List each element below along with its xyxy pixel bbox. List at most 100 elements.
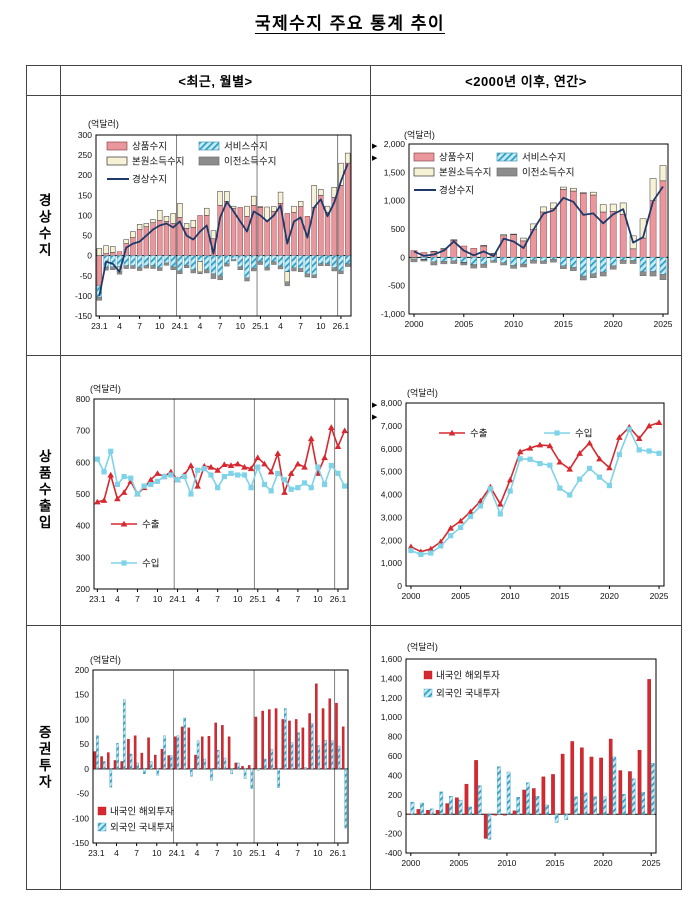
svg-text:2,000: 2,000 bbox=[384, 139, 406, 149]
svg-text:25.1: 25.1 bbox=[252, 321, 269, 331]
svg-text:2010: 2010 bbox=[501, 591, 520, 601]
svg-text:-100: -100 bbox=[75, 291, 92, 301]
plot-frame bbox=[95, 134, 352, 317]
svg-text:경상수지: 경상수지 bbox=[439, 185, 474, 197]
svg-text:2025: 2025 bbox=[650, 591, 669, 601]
svg-text:2020: 2020 bbox=[594, 858, 613, 868]
svg-text:2005: 2005 bbox=[451, 591, 470, 601]
x-axis-labels: 23.1 4 7 10 24.1 4 7 10 25.1 4 7 10 26.1 bbox=[89, 589, 347, 604]
svg-text:24.1: 24.1 bbox=[169, 848, 186, 858]
svg-text:200: 200 bbox=[388, 790, 402, 800]
svg-text:23.1: 23.1 bbox=[91, 321, 108, 331]
row-header-current-account: 경상수지 bbox=[27, 96, 61, 356]
svg-text:1,600: 1,600 bbox=[381, 654, 403, 664]
svg-text:4: 4 bbox=[195, 848, 200, 858]
chart-cell-current-account-monthly: 300 250 200 150 100 50 0 -50 -100 -150 23.1 4 7 10 24.… bbox=[61, 96, 371, 356]
svg-text:서비스수지: 서비스수지 bbox=[224, 142, 268, 153]
svg-text:250: 250 bbox=[78, 150, 92, 160]
svg-text:150: 150 bbox=[75, 690, 89, 700]
svg-text:4: 4 bbox=[275, 848, 280, 858]
plot-frame bbox=[92, 669, 349, 844]
svg-text:10: 10 bbox=[153, 594, 163, 604]
series-goods-balance bbox=[96, 162, 351, 287]
svg-text:2000: 2000 bbox=[401, 858, 420, 868]
svg-text:800: 800 bbox=[388, 732, 402, 742]
svg-text:수출: 수출 bbox=[470, 429, 488, 440]
page-title: 국제수지 주요 통계 추이 bbox=[254, 14, 446, 33]
svg-text:7: 7 bbox=[135, 594, 140, 604]
svg-text:500: 500 bbox=[391, 224, 405, 234]
svg-text:수입: 수입 bbox=[142, 558, 159, 570]
svg-text:4: 4 bbox=[117, 321, 122, 331]
series-foreign-domestic-investment-bars bbox=[410, 756, 655, 840]
svg-text:2000: 2000 bbox=[405, 319, 424, 329]
svg-text:외국인 국내투자: 외국인 국내투자 bbox=[110, 822, 174, 834]
chart-securities-annual: 1,6001,4001,2001,0008006004002000-200-40… bbox=[381, 641, 661, 868]
svg-text:2,000: 2,000 bbox=[381, 535, 403, 545]
svg-text:10: 10 bbox=[233, 848, 243, 858]
svg-text:0: 0 bbox=[87, 251, 92, 261]
svg-text:-100: -100 bbox=[72, 813, 89, 823]
svg-text:200: 200 bbox=[75, 665, 89, 675]
plot-frame bbox=[405, 402, 665, 587]
series-services-balance bbox=[410, 257, 667, 277]
series-current-account-line bbox=[98, 163, 349, 297]
series-exports-line bbox=[407, 419, 663, 555]
chart-cell-current-account-annual: 2,000 1,500 1,000 500 0 -500 -1,000 2000 2005 201… bbox=[371, 96, 682, 356]
row-header-label: 증권투자 bbox=[36, 724, 52, 791]
svg-text:2020: 2020 bbox=[600, 591, 619, 601]
row-header-label: 경상수지 bbox=[36, 192, 52, 259]
svg-text:10: 10 bbox=[233, 594, 243, 604]
svg-text:100: 100 bbox=[75, 714, 89, 724]
row-header-label: 상품수출입 bbox=[36, 449, 52, 532]
svg-text:50: 50 bbox=[80, 739, 90, 749]
svg-text:본원소득수지: 본원소득수지 bbox=[439, 168, 491, 179]
series-resident-overseas-investment-bars bbox=[93, 683, 345, 770]
y-axis-labels: 200 150 100 50 0 -50 -100 -150 bbox=[72, 665, 89, 848]
svg-text:6,000: 6,000 bbox=[381, 444, 403, 454]
svg-text:300: 300 bbox=[78, 130, 92, 140]
svg-text:7: 7 bbox=[295, 848, 300, 858]
chart-cell-goods-trade-monthly: 800 700 600 500 400 300 200 23.1 4 7 10 24.1 4 7 10 25.… bbox=[61, 356, 371, 626]
x-axis-labels: 23.1 4 7 10 24.1 4 7 10 25.1 4 7 10 26.1 bbox=[91, 316, 349, 331]
svg-text:24.1: 24.1 bbox=[172, 321, 189, 331]
column-header-monthly: <최근, 월별> bbox=[61, 66, 371, 96]
svg-text:4: 4 bbox=[198, 321, 203, 331]
svg-text:7: 7 bbox=[296, 594, 301, 604]
unit-label: (억달러) bbox=[404, 129, 435, 140]
svg-text:2010: 2010 bbox=[504, 319, 523, 329]
series-secondary-income-balance bbox=[410, 258, 667, 281]
svg-text:2005: 2005 bbox=[454, 319, 473, 329]
svg-text:경상수지: 경상수지 bbox=[132, 174, 167, 186]
svg-text:2025: 2025 bbox=[642, 858, 661, 868]
svg-text:7: 7 bbox=[218, 321, 223, 331]
svg-text:5,000: 5,000 bbox=[381, 467, 403, 477]
plot-frame bbox=[408, 143, 669, 315]
stats-table: <최근, 월별> <2000년 이후, 연간> 경상수지 300 250 200 15… bbox=[26, 65, 682, 890]
svg-text:1,200: 1,200 bbox=[381, 693, 403, 703]
corner-cell bbox=[27, 66, 61, 96]
svg-text:50: 50 bbox=[83, 231, 93, 241]
series-imports-line bbox=[94, 448, 348, 497]
svg-text:-500: -500 bbox=[388, 281, 405, 291]
svg-text:700: 700 bbox=[76, 426, 90, 436]
svg-text:-150: -150 bbox=[75, 311, 92, 321]
svg-text:이전소득수지: 이전소득수지 bbox=[522, 168, 574, 179]
unit-label: (억달러) bbox=[90, 383, 121, 394]
chart-goods-trade-annual: 8,000 7,000 6,000 5,000 4,000 3,000 2,000 1,000… bbox=[372, 387, 669, 601]
x-axis-labels: 23.1 4 7 10 24.1 4 7 10 25.1 4 7 10 26.1 bbox=[88, 843, 346, 858]
pointer-arrow-icon: ▶ bbox=[372, 402, 378, 409]
svg-text:-150: -150 bbox=[72, 838, 89, 848]
pointer-arrow-icon: ▶ bbox=[372, 143, 378, 150]
unit-label: (억달러) bbox=[407, 387, 438, 398]
svg-text:-1,000: -1,000 bbox=[381, 309, 405, 319]
unit-label: (억달러) bbox=[88, 118, 119, 129]
svg-text:23.1: 23.1 bbox=[88, 848, 105, 858]
